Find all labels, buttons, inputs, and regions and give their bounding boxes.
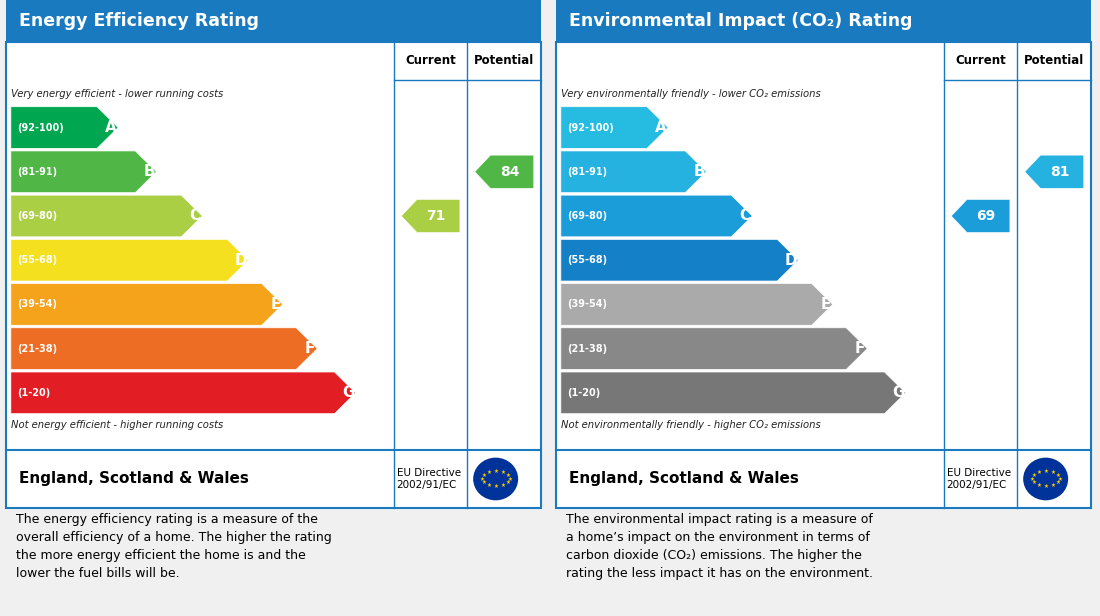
Text: B: B: [693, 164, 705, 179]
Text: ★: ★: [1036, 470, 1041, 475]
Text: G: G: [342, 386, 354, 400]
Text: ★: ★: [1050, 470, 1055, 475]
Text: 81: 81: [1049, 164, 1069, 179]
Polygon shape: [952, 200, 1010, 233]
Text: ★: ★: [1050, 483, 1055, 488]
Text: D: D: [784, 253, 798, 268]
Polygon shape: [11, 283, 283, 325]
Text: C: C: [189, 208, 200, 224]
Text: (69-80): (69-80): [18, 211, 57, 221]
Polygon shape: [561, 240, 799, 281]
Bar: [556, 0, 1091, 42]
Text: ★: ★: [486, 470, 491, 475]
Text: ★: ★: [1055, 473, 1060, 478]
Text: 84: 84: [499, 164, 519, 179]
Text: ★: ★: [1043, 484, 1048, 488]
Text: ★: ★: [1031, 473, 1036, 478]
Polygon shape: [561, 283, 833, 325]
Polygon shape: [475, 155, 534, 188]
Text: B: B: [143, 164, 155, 179]
Text: Energy Efficiency Rating: Energy Efficiency Rating: [19, 12, 258, 30]
Polygon shape: [561, 372, 905, 414]
Polygon shape: [11, 240, 249, 281]
Text: (1-20): (1-20): [568, 388, 601, 398]
Text: (1-20): (1-20): [18, 388, 51, 398]
Text: ★: ★: [1057, 477, 1063, 482]
Polygon shape: [402, 200, 460, 233]
Text: ★: ★: [505, 480, 510, 485]
Text: (21-38): (21-38): [18, 344, 57, 354]
Text: F: F: [305, 341, 315, 356]
Text: ★: ★: [507, 477, 513, 482]
Polygon shape: [561, 151, 706, 193]
Text: (55-68): (55-68): [18, 255, 57, 265]
Text: (81-91): (81-91): [568, 167, 607, 177]
Text: EU Directive
2002/91/EC: EU Directive 2002/91/EC: [397, 468, 461, 490]
Text: E: E: [271, 297, 281, 312]
Text: The energy efficiency rating is a measure of the
overall efficiency of a home. T: The energy efficiency rating is a measur…: [16, 513, 332, 580]
Text: Very environmentally friendly - lower CO₂ emissions: Very environmentally friendly - lower CO…: [561, 89, 821, 99]
Text: (39-54): (39-54): [18, 299, 57, 309]
Polygon shape: [11, 195, 202, 237]
Text: ★: ★: [1031, 480, 1036, 485]
Text: Not energy efficient - higher running costs: Not energy efficient - higher running co…: [11, 419, 223, 430]
Text: ★: ★: [493, 484, 498, 488]
Text: A: A: [104, 120, 117, 135]
Text: D: D: [234, 253, 248, 268]
Text: F: F: [855, 341, 865, 356]
Circle shape: [473, 458, 518, 500]
Text: (21-38): (21-38): [568, 344, 607, 354]
Text: EU Directive
2002/91/EC: EU Directive 2002/91/EC: [947, 468, 1011, 490]
Text: Current: Current: [955, 54, 1006, 67]
Text: ★: ★: [1043, 469, 1048, 474]
Polygon shape: [11, 151, 156, 193]
Polygon shape: [11, 372, 355, 414]
Text: ★: ★: [486, 483, 491, 488]
Text: ★: ★: [481, 473, 486, 478]
Polygon shape: [11, 107, 118, 148]
Text: C: C: [739, 208, 750, 224]
Bar: [6, 0, 541, 42]
Text: Potential: Potential: [1024, 54, 1085, 67]
Text: (92-100): (92-100): [18, 123, 64, 132]
Text: England, Scotland & Wales: England, Scotland & Wales: [19, 471, 249, 487]
Text: Very energy efficient - lower running costs: Very energy efficient - lower running co…: [11, 89, 223, 99]
Text: Potential: Potential: [474, 54, 535, 67]
Text: The environmental impact rating is a measure of
a home’s impact on the environme: The environmental impact rating is a mea…: [566, 513, 873, 580]
Text: ★: ★: [505, 473, 510, 478]
Polygon shape: [561, 195, 752, 237]
Polygon shape: [561, 328, 867, 370]
Polygon shape: [11, 328, 317, 370]
Text: E: E: [821, 297, 830, 312]
Text: Current: Current: [405, 54, 456, 67]
Text: England, Scotland & Wales: England, Scotland & Wales: [569, 471, 799, 487]
Text: 69: 69: [976, 209, 996, 223]
Text: (81-91): (81-91): [18, 167, 57, 177]
Text: G: G: [892, 386, 904, 400]
Text: ★: ★: [493, 469, 498, 474]
Text: A: A: [654, 120, 667, 135]
Circle shape: [1023, 458, 1068, 500]
Text: ★: ★: [480, 477, 484, 482]
Text: ★: ★: [1055, 480, 1060, 485]
Text: (92-100): (92-100): [568, 123, 614, 132]
Text: ★: ★: [500, 470, 505, 475]
Text: Not environmentally friendly - higher CO₂ emissions: Not environmentally friendly - higher CO…: [561, 419, 821, 430]
Text: 71: 71: [426, 209, 446, 223]
Polygon shape: [561, 107, 668, 148]
Text: (69-80): (69-80): [568, 211, 607, 221]
Text: ★: ★: [500, 483, 505, 488]
Text: ★: ★: [481, 480, 486, 485]
Text: ★: ★: [1036, 483, 1041, 488]
Text: (55-68): (55-68): [568, 255, 607, 265]
Polygon shape: [1025, 155, 1084, 188]
Text: (39-54): (39-54): [568, 299, 607, 309]
Text: Environmental Impact (CO₂) Rating: Environmental Impact (CO₂) Rating: [569, 12, 912, 30]
Text: ★: ★: [1030, 477, 1034, 482]
